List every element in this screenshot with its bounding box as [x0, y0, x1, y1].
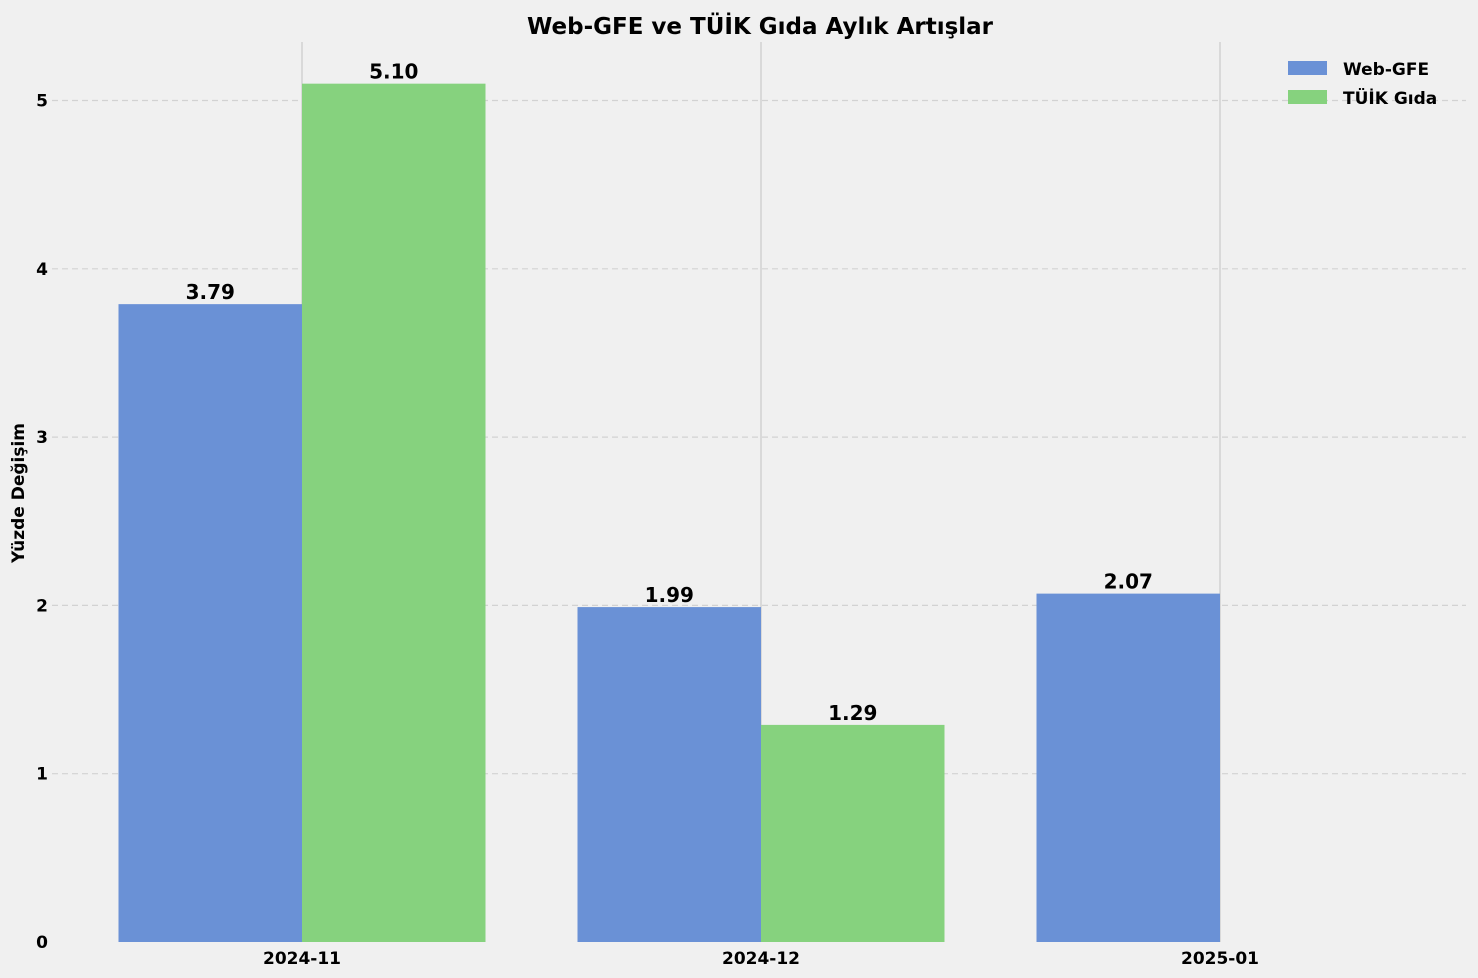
axis-ticks: 0 1 2 3 4 5 2024-11 2024-12 2025-01	[36, 92, 1259, 970]
legend-label-tuik-gida: TÜİK Gıda	[1343, 87, 1437, 109]
y-axis-label: Yüzde Değişim	[9, 423, 29, 564]
y-tick-label: 5	[36, 92, 48, 112]
bars	[118, 83, 1220, 943]
legend: Web-GFE TÜİK Gıda	[1288, 60, 1437, 109]
bar-tuik-gida-2024-12	[761, 724, 945, 942]
data-labels: 3.79 1.99 2.07 5.10 1.29	[186, 60, 1153, 725]
x-tick-label: 2024-12	[722, 949, 800, 969]
chart-title: Web-GFE ve TÜİK Gıda Aylık Artışlar	[527, 12, 994, 40]
legend-label-web-gfe: Web-GFE	[1343, 60, 1429, 80]
bar-tuik-gida-2024-11	[302, 83, 486, 943]
y-tick-label: 3	[36, 428, 48, 448]
y-tick-label: 0	[36, 933, 48, 953]
x-tick-label: 2025-01	[1181, 949, 1259, 969]
data-label: 5.10	[369, 60, 418, 84]
bar-web-gfe-2025-01	[1036, 593, 1220, 942]
y-tick-label: 1	[36, 765, 48, 785]
data-label: 3.79	[186, 280, 235, 304]
y-tick-label: 4	[36, 260, 48, 280]
legend-swatch-tuik-gida	[1288, 90, 1327, 104]
x-tick-label: 2024-11	[263, 949, 341, 969]
data-label: 1.99	[645, 583, 694, 607]
legend-swatch-web-gfe	[1288, 61, 1327, 75]
data-label: 2.07	[1104, 570, 1153, 594]
bar-web-gfe-2024-12	[577, 607, 761, 942]
data-label: 1.29	[828, 701, 877, 725]
bar-web-gfe-2024-11	[118, 304, 302, 942]
y-tick-label: 2	[36, 596, 48, 616]
